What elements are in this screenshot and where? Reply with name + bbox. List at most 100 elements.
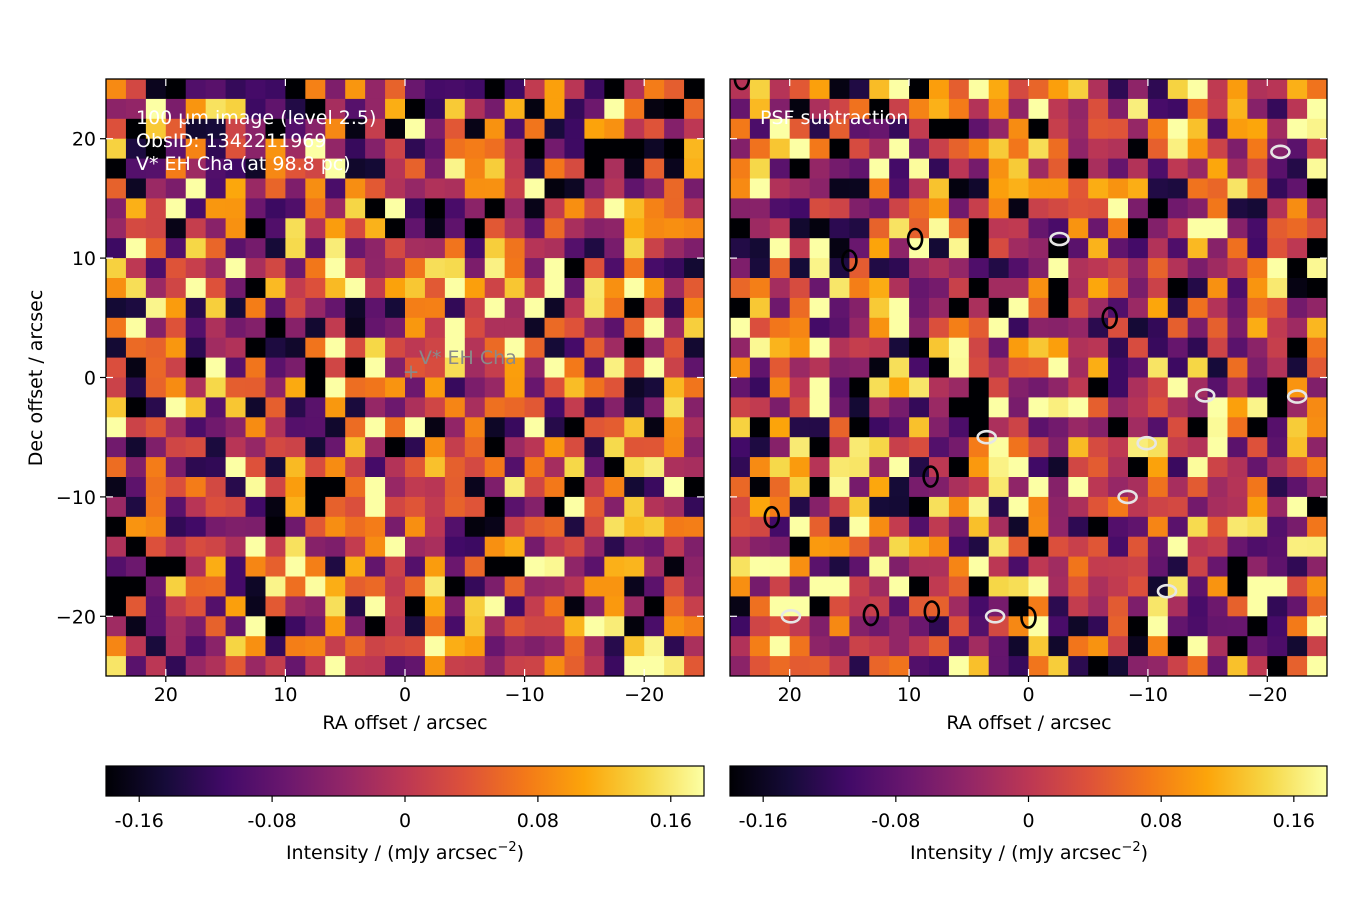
contour-negative [976, 429, 998, 445]
heatmap-cell [285, 158, 306, 180]
heatmap-cell [125, 636, 147, 657]
heatmap-cell [544, 457, 566, 478]
heatmap-cell [1247, 457, 1268, 478]
heatmap-cell [1287, 556, 1308, 578]
heatmap-cell [1247, 357, 1268, 379]
heatmap-cell [165, 317, 187, 339]
heatmap-cell [1207, 158, 1229, 180]
heatmap-cell [809, 297, 831, 319]
heatmap-cell [869, 138, 890, 160]
heatmap-cell [769, 656, 791, 676]
heatmap-cell [664, 79, 685, 100]
heatmap-cell [125, 337, 147, 359]
heatmap-cell [325, 636, 346, 657]
heatmap-cell [1307, 576, 1327, 597]
heatmap-cell [464, 357, 486, 379]
heatmap-cell [664, 516, 685, 538]
heatmap-cell [869, 218, 890, 239]
contour-positive [763, 505, 781, 529]
heatmap-cell [809, 516, 831, 538]
heatmap-cell [869, 198, 890, 219]
heatmap-cell [889, 477, 910, 498]
heatmap-cell [265, 417, 286, 438]
heatmap-cell [365, 297, 386, 319]
heatmap-cell [968, 198, 990, 219]
x-tick-label: 0 [399, 684, 411, 706]
heatmap-cell [604, 417, 625, 438]
heatmap-cell [385, 158, 406, 180]
heatmap-cell [484, 198, 506, 219]
heatmap-cell [1207, 457, 1229, 478]
heatmap-cell [285, 377, 306, 398]
heatmap-cell [1048, 636, 1069, 657]
heatmap-cell [1128, 357, 1149, 379]
heatmap-cell [869, 596, 890, 617]
heatmap-cell [464, 477, 486, 498]
heatmap-cell [909, 576, 930, 597]
heatmap-cell [106, 417, 127, 438]
heatmap-cell [1247, 258, 1268, 279]
heatmap-cell [1068, 238, 1089, 259]
heatmap-cell [484, 158, 506, 180]
heatmap-cell [968, 636, 990, 657]
heatmap-cell [889, 616, 910, 637]
heatmap-cell [524, 417, 546, 438]
heatmap-cell [185, 616, 207, 637]
heatmap-cell [829, 138, 850, 160]
heatmap-cell [1008, 238, 1030, 259]
heatmap-cell [909, 477, 930, 498]
heatmap-cell [524, 437, 546, 458]
heatmap-cell [584, 79, 605, 100]
colorbar-label-main: Intensity / (mJy arcsec [910, 842, 1122, 864]
heatmap-cell [664, 536, 685, 558]
heatmap-cell [584, 496, 605, 518]
heatmap-cell [809, 556, 831, 578]
heatmap-cell [564, 596, 585, 617]
heatmap-cell [624, 158, 645, 180]
heatmap-cell [424, 178, 446, 199]
heatmap-cell [1167, 118, 1189, 140]
heatmap-cell [664, 437, 685, 458]
heatmap-cell [205, 79, 227, 100]
heatmap-cell [789, 297, 811, 319]
heatmap-cell [730, 238, 751, 259]
heatmap-cell [1207, 98, 1229, 120]
heatmap-cell [948, 79, 970, 100]
heatmap-right [730, 79, 1327, 676]
heatmap-cell [1287, 138, 1308, 160]
contour-positive [1101, 306, 1118, 330]
heatmap-cell [604, 79, 625, 100]
heatmap-cell [145, 98, 167, 120]
heatmap-cell [285, 297, 306, 319]
heatmap-cell [225, 437, 247, 458]
heatmap-cell [829, 437, 850, 458]
heatmap-cell [1128, 317, 1149, 339]
heatmap-cell [684, 198, 704, 219]
heatmap-cell [185, 258, 207, 279]
heatmap-cell [604, 258, 625, 279]
heatmap-cell [664, 317, 685, 339]
heatmap-cell [909, 437, 930, 458]
heatmap-cell [424, 596, 446, 617]
heatmap-cell [305, 238, 326, 259]
heatmap-cell [1247, 118, 1268, 140]
heatmap-cell [325, 397, 346, 418]
heatmap-cell [769, 337, 791, 359]
heatmap-cell [205, 437, 227, 458]
heatmap-cell [1088, 218, 1109, 239]
heatmap-cell [325, 516, 346, 538]
heatmap-cell [205, 198, 227, 219]
heatmap-cell [1167, 596, 1189, 617]
heatmap-cell [869, 576, 890, 597]
heatmap-cell [789, 218, 811, 239]
heatmap-cell [1167, 357, 1189, 379]
heatmap-cell [1028, 576, 1049, 597]
heatmap-cell [1048, 198, 1069, 219]
heatmap-cell [405, 138, 426, 160]
heatmap-cell [909, 337, 930, 359]
colorbar-right: -0.16 -0.08 0 0.08 0.16 Intensity / (mJy arc… [729, 765, 1328, 864]
heatmap-cell [1247, 297, 1268, 319]
heatmap-cell [1008, 397, 1030, 418]
heatmap-cell [564, 377, 585, 398]
